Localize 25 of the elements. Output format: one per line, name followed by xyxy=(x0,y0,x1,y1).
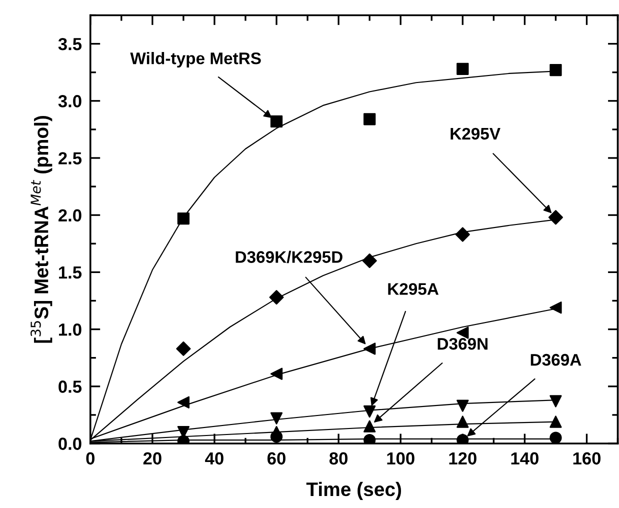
x-tick-label: 0 xyxy=(86,452,94,465)
x-tick-label: 60 xyxy=(267,452,286,465)
x-tick-label: 160 xyxy=(573,452,601,465)
y-axis-title: [$^{35}$S] Met-tRNA$^{Met}$ (pmol) xyxy=(30,116,52,343)
annotation: K295A xyxy=(388,283,439,295)
y-tick-label: 1.0 xyxy=(59,323,82,336)
annotation: D369N xyxy=(438,338,488,350)
y-tick-label: 2.0 xyxy=(58,209,82,222)
y-tick-label: 0.5 xyxy=(58,380,82,393)
x-tick-label: 120 xyxy=(449,452,476,465)
x-tick-label: 100 xyxy=(387,452,414,465)
annotation: D369K/K295D xyxy=(236,250,342,264)
y-tick-label: 2.5 xyxy=(58,152,82,164)
y-tick-label: 3.0 xyxy=(58,95,82,108)
y-tick-label: 0.0 xyxy=(58,438,82,450)
x-tick-label: 40 xyxy=(205,452,224,465)
annotation: Wild-type MetRS xyxy=(130,52,261,68)
x-tick-label: 20 xyxy=(143,452,162,465)
annotation: D369A xyxy=(530,354,582,366)
x-axis-title: Time (sec) xyxy=(306,482,402,500)
x-tick-label: 140 xyxy=(511,452,538,465)
y-tick-label: 3.5 xyxy=(58,38,82,50)
y-tick-label: 1.5 xyxy=(59,266,82,279)
x-tick-label: 80 xyxy=(329,452,348,465)
annotation: K295V xyxy=(450,128,500,140)
